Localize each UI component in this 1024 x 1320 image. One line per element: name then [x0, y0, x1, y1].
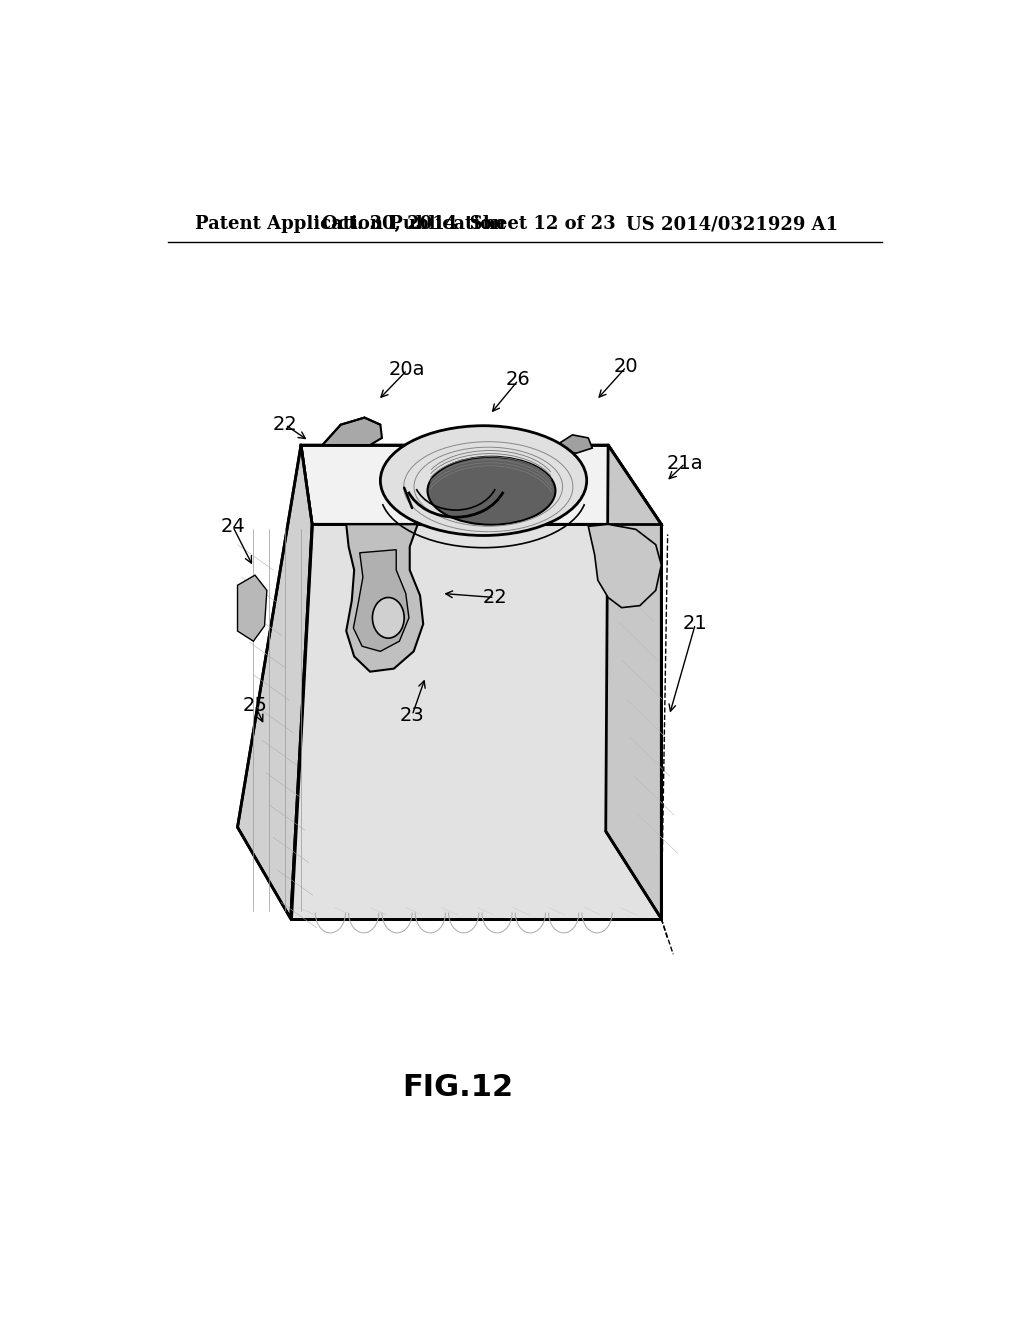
Text: Oct. 30, 2014  Sheet 12 of 23: Oct. 30, 2014 Sheet 12 of 23 — [323, 215, 616, 234]
Polygon shape — [301, 445, 662, 524]
Polygon shape — [238, 576, 267, 642]
Text: 20: 20 — [614, 358, 639, 376]
Text: 24: 24 — [220, 517, 245, 536]
Text: Patent Application Publication: Patent Application Publication — [196, 215, 506, 234]
Text: 22: 22 — [272, 416, 298, 434]
Polygon shape — [291, 524, 662, 919]
Polygon shape — [353, 549, 409, 651]
Text: FIG.12: FIG.12 — [401, 1073, 513, 1102]
Polygon shape — [588, 524, 662, 607]
Text: 25: 25 — [243, 696, 267, 714]
Text: 21: 21 — [683, 614, 708, 634]
Text: 23: 23 — [399, 706, 425, 725]
Ellipse shape — [380, 426, 587, 536]
Polygon shape — [238, 445, 312, 919]
Ellipse shape — [427, 457, 555, 525]
Text: 22: 22 — [482, 587, 507, 607]
Polygon shape — [557, 434, 592, 453]
Polygon shape — [346, 524, 423, 672]
Text: 26: 26 — [506, 371, 530, 389]
Text: 21a: 21a — [667, 454, 703, 473]
Text: US 2014/0321929 A1: US 2014/0321929 A1 — [626, 215, 839, 234]
Circle shape — [373, 598, 404, 638]
Text: 20a: 20a — [389, 360, 426, 379]
Polygon shape — [606, 445, 662, 919]
Polygon shape — [323, 417, 382, 445]
